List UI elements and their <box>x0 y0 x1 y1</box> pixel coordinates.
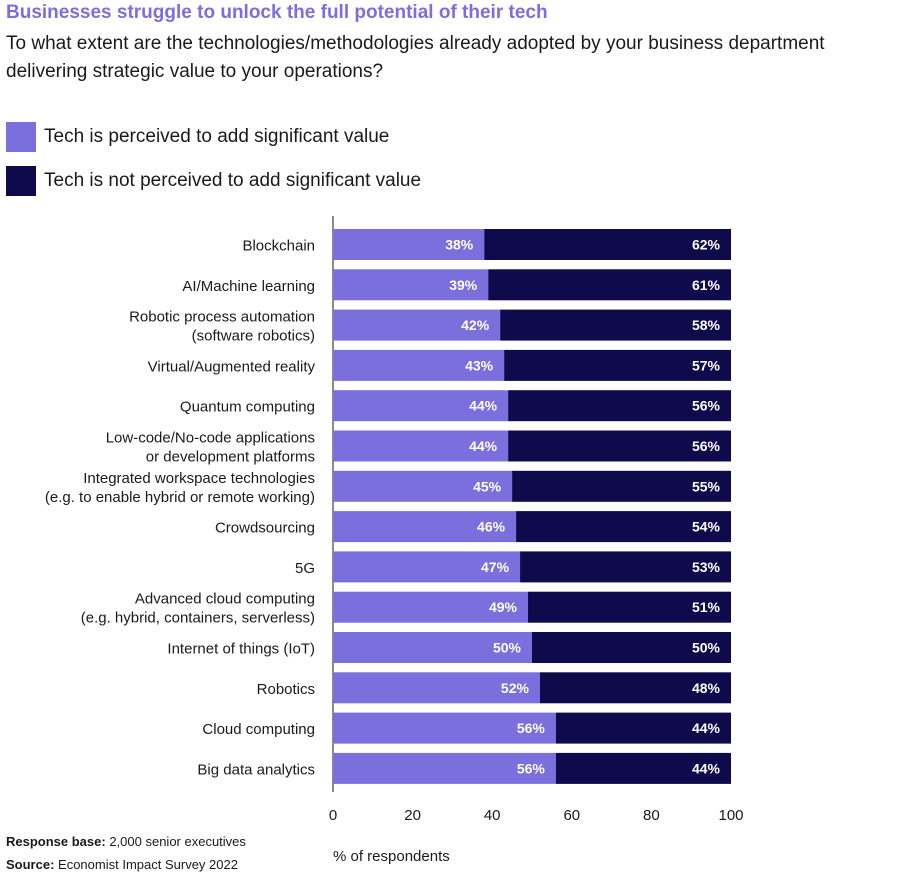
category-label-3: Virtual/Augmented reality <box>148 358 316 375</box>
bar-not-perceived-7 <box>516 511 731 543</box>
x-tick-label-40: 40 <box>484 807 501 824</box>
category-label-1: AI/Machine learning <box>182 278 315 295</box>
data-label-not-perceived-6: 55% <box>692 478 721 494</box>
data-label-perceived-5: 44% <box>469 438 498 454</box>
data-label-not-perceived-9: 51% <box>692 599 721 615</box>
bar-perceived-13 <box>333 752 556 784</box>
x-tick-label-0: 0 <box>329 807 337 824</box>
category-label-6-line-0: Integrated workspace technologies <box>83 470 315 487</box>
bar-perceived-9 <box>333 591 529 623</box>
data-label-not-perceived-10: 50% <box>692 640 721 656</box>
bar-not-perceived-5 <box>508 430 731 462</box>
source-label: Source: <box>6 857 55 872</box>
data-label-perceived-10: 50% <box>493 640 522 656</box>
data-label-not-perceived-11: 48% <box>692 680 721 696</box>
bar-perceived-6 <box>333 470 513 502</box>
data-label-not-perceived-2: 58% <box>692 317 721 333</box>
bar-perceived-4 <box>333 390 509 422</box>
bar-not-perceived-9 <box>528 591 731 623</box>
bar-not-perceived-2 <box>500 309 731 341</box>
bar-perceived-5 <box>333 430 509 462</box>
data-label-perceived-8: 47% <box>481 559 510 575</box>
legend-label-perceived: Tech is perceived to add significant val… <box>44 126 390 147</box>
bar-perceived-3 <box>333 349 505 381</box>
data-label-perceived-3: 43% <box>465 357 494 373</box>
data-label-perceived-12: 56% <box>517 720 546 736</box>
bar-not-perceived-12 <box>555 712 731 744</box>
category-label-5-line-1: or development platforms <box>146 449 315 466</box>
bar-not-perceived-1 <box>488 269 731 301</box>
data-label-perceived-9: 49% <box>489 599 518 615</box>
category-label-9-line-0: Advanced cloud computing <box>135 591 315 608</box>
category-label-10: Internet of things (IoT) <box>167 641 315 658</box>
data-label-not-perceived-12: 44% <box>692 720 721 736</box>
data-label-not-perceived-13: 44% <box>692 760 721 776</box>
category-label-4: Quantum computing <box>180 399 315 416</box>
bar-not-perceived-11 <box>539 672 731 704</box>
data-label-not-perceived-7: 54% <box>692 519 721 535</box>
category-label-2-line-0: Robotic process automation <box>129 309 315 326</box>
data-label-not-perceived-8: 53% <box>692 559 721 575</box>
category-label-6-line-1: (e.g. to enable hybrid or remote working… <box>45 489 315 506</box>
bar-perceived-1 <box>333 269 489 301</box>
bar-perceived-7 <box>333 511 517 543</box>
bar-perceived-0 <box>333 229 485 260</box>
data-label-perceived-6: 45% <box>473 478 502 494</box>
chart-subtitle: To what extent are the technologies/meth… <box>6 33 825 82</box>
data-label-perceived-13: 56% <box>517 760 546 776</box>
source-value: Economist Impact Survey 2022 <box>58 857 238 872</box>
category-label-9-line-1: (e.g. hybrid, containers, serverless) <box>81 610 315 627</box>
data-label-not-perceived-4: 56% <box>692 398 721 414</box>
bar-perceived-8 <box>333 551 521 583</box>
category-label-0: Blockchain <box>242 238 315 255</box>
bar-not-perceived-4 <box>508 390 731 422</box>
data-label-perceived-11: 52% <box>501 680 530 696</box>
data-label-not-perceived-5: 56% <box>692 438 721 454</box>
bar-not-perceived-10 <box>532 632 731 663</box>
x-axis-title: % of respondents <box>333 848 450 865</box>
source-note: Source: Economist Impact Survey 2022 <box>6 857 238 872</box>
bar-perceived-10 <box>333 632 532 663</box>
bar-not-perceived-13 <box>555 752 731 784</box>
x-tick-label-60: 60 <box>563 807 580 824</box>
bar-not-perceived-3 <box>504 349 731 381</box>
category-label-12: Cloud computing <box>202 721 315 738</box>
bar-not-perceived-8 <box>520 551 731 583</box>
data-label-perceived-1: 39% <box>449 277 478 293</box>
data-label-not-perceived-3: 57% <box>692 357 721 373</box>
data-label-not-perceived-1: 61% <box>692 277 721 293</box>
response-base-label: Response base: <box>6 834 106 849</box>
chart-title: Businesses struggle to unlock the full p… <box>6 2 548 23</box>
category-label-2-line-1: (software robotics) <box>192 328 315 345</box>
response-base-value: 2,000 senior executives <box>109 834 246 849</box>
bar-perceived-11 <box>333 672 540 704</box>
category-label-5-line-0: Low-code/No-code applications <box>106 430 315 447</box>
data-label-perceived-2: 42% <box>461 317 490 333</box>
x-tick-label-100: 100 <box>718 807 743 824</box>
bar-perceived-12 <box>333 712 556 744</box>
category-label-8: 5G <box>295 560 315 577</box>
data-label-perceived-4: 44% <box>469 398 498 414</box>
data-label-not-perceived-0: 62% <box>692 237 721 253</box>
category-label-13: Big data analytics <box>197 761 315 778</box>
bar-not-perceived-0 <box>484 229 731 260</box>
legend-swatch-not-perceived <box>6 166 36 196</box>
data-label-perceived-7: 46% <box>477 519 506 535</box>
x-tick-label-20: 20 <box>404 807 421 824</box>
x-tick-label-80: 80 <box>643 807 660 824</box>
response-base-note: Response base: 2,000 senior executives <box>6 834 246 849</box>
bar-perceived-2 <box>333 309 501 341</box>
legend-swatch-perceived <box>6 122 36 152</box>
data-label-perceived-0: 38% <box>445 237 474 253</box>
category-label-11: Robotics <box>257 681 315 698</box>
bar-not-perceived-6 <box>512 470 731 502</box>
legend-label-not-perceived: Tech is not perceived to add significant… <box>44 170 422 191</box>
category-label-7: Crowdsourcing <box>215 520 315 537</box>
